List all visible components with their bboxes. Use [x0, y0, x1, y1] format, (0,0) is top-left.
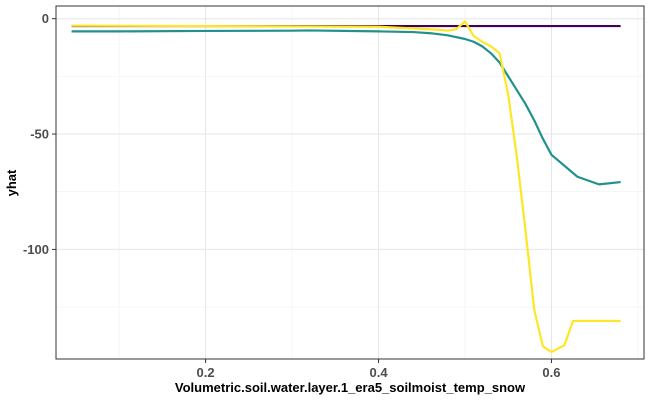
y-tick-label: -100 [23, 242, 49, 257]
y-axis: 0 -50 -100 [23, 11, 56, 257]
panel-border [55, 5, 645, 360]
grid-major [56, 6, 644, 359]
x-tick-label: 0.4 [369, 365, 388, 380]
x-axis-title: Volumetric.soil.water.layer.1_era5_soilm… [175, 380, 526, 395]
panel-background [56, 6, 644, 359]
y-axis-title: yhat [4, 169, 19, 196]
y-tick-label: 0 [42, 11, 49, 26]
x-axis: 0.2 0.4 0.6 [197, 359, 561, 380]
x-tick-label: 0.2 [197, 365, 215, 380]
series-layer [71, 20, 621, 354]
series-line-3 [71, 20, 621, 354]
grid-minor [56, 6, 644, 359]
series-line-2 [71, 29, 621, 186]
y-tick-label: -50 [30, 127, 49, 142]
x-tick-label: 0.6 [542, 365, 560, 380]
